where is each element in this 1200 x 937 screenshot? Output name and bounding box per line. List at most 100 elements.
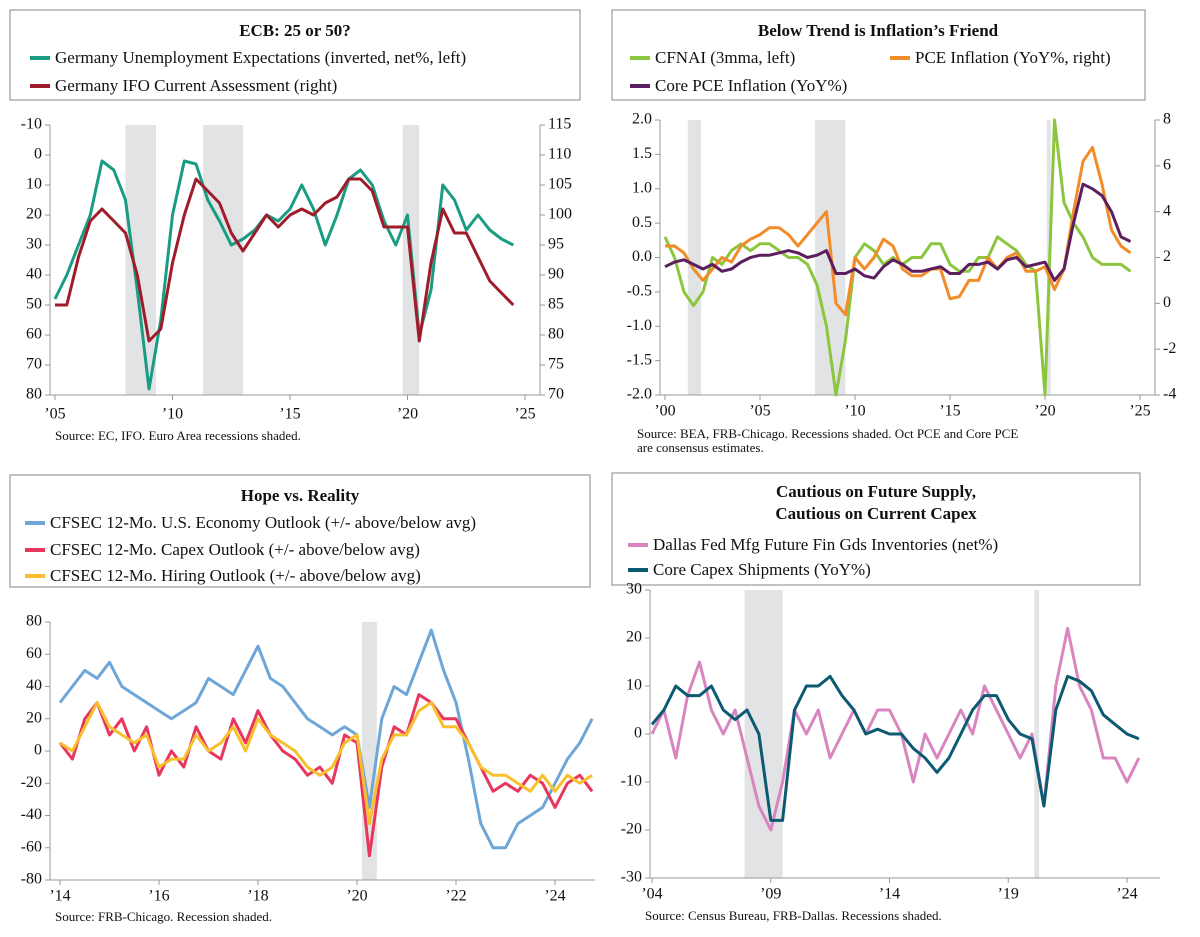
x-tick-label: ’05: [749, 403, 770, 420]
x-tick-label: ’14: [879, 886, 900, 903]
x-tick-label: ’16: [148, 888, 169, 905]
source-note: Source: EC, IFO. Euro Area recessions sh…: [55, 428, 301, 443]
y-tick-label: 20: [26, 709, 42, 726]
y-tick-label: -10: [21, 116, 42, 133]
legend-label: Core PCE Inflation (YoY%): [655, 76, 847, 95]
y-tick-label: 10: [626, 677, 642, 694]
y-tick-label: -0.5: [627, 283, 652, 300]
x-tick-label: ’19: [998, 886, 1019, 903]
source-note: Source: Census Bureau, FRB-Dallas. Reces…: [645, 908, 942, 923]
legend-label: Germany IFO Current Assessment (right): [55, 76, 337, 95]
y2-tick-label: 4: [1163, 202, 1171, 219]
series-line: [650, 674, 1140, 822]
x-tick-label: ’20: [1034, 403, 1055, 420]
legend-label: Dallas Fed Mfg Future Fin Gds Inventorie…: [653, 535, 998, 554]
y2-tick-label: 80: [548, 326, 564, 343]
series-line: [55, 177, 515, 343]
legend-label: PCE Inflation (YoY%, right): [915, 48, 1111, 67]
legend-label: Germany Unemployment Expectations (inver…: [55, 48, 466, 67]
legend-box: [9, 9, 581, 101]
x-tick-label: ’04: [641, 886, 662, 903]
y-tick-label: -20: [621, 821, 642, 838]
chart-title: Hope vs. Reality: [241, 486, 360, 505]
recession-shade: [203, 125, 243, 395]
x-tick-label: ’15: [939, 403, 960, 420]
y-tick-label: 1.0: [632, 179, 652, 196]
series-line: [650, 626, 1141, 832]
source-note: Source: FRB-Chicago. Recession shaded.: [55, 909, 272, 924]
y-tick-label: 40: [26, 266, 42, 283]
y-tick-label: 2.0: [632, 111, 652, 128]
source-note: Source: BEA, FRB-Chicago. Recessions sha…: [637, 426, 1018, 441]
x-tick-label: ’10: [162, 406, 183, 423]
y-tick-label: 80: [26, 613, 42, 630]
y-tick-label: 1.5: [632, 145, 652, 162]
y-tick-label: 10: [26, 176, 42, 193]
y-tick-label: -60: [21, 838, 42, 855]
y-tick-label: -40: [21, 806, 42, 823]
series-line: [665, 146, 1132, 317]
y-tick-label: -30: [621, 869, 642, 886]
y-tick-label: -80: [21, 871, 42, 888]
y2-tick-label: 110: [548, 146, 571, 163]
chart-title: ECB: 25 or 50?: [239, 21, 351, 40]
y-tick-label: 80: [26, 386, 42, 403]
y-tick-label: 0: [34, 742, 42, 759]
y-tick-label: -1.5: [627, 351, 652, 368]
y-tick-label: -1.0: [627, 317, 652, 334]
source-note: are consensus estimates.: [637, 440, 764, 455]
legend-box: [611, 472, 1141, 586]
legend-box: [611, 9, 1146, 101]
x-tick-label: ’10: [844, 403, 865, 420]
y-tick-label: -10: [621, 773, 642, 790]
y2-tick-label: 8: [1163, 111, 1171, 128]
y-tick-label: 70: [26, 356, 42, 373]
y2-tick-label: 100: [548, 206, 572, 223]
x-tick-label: ’25: [514, 406, 535, 423]
legend-label: Core Capex Shipments (YoY%): [653, 560, 871, 579]
y-tick-label: -2.0: [627, 386, 652, 403]
y2-tick-label: 85: [548, 296, 564, 313]
y2-tick-label: 95: [548, 236, 564, 253]
recession-shade: [744, 590, 783, 878]
legend-label: CFSEC 12-Mo. Hiring Outlook (+/- above/b…: [50, 566, 421, 585]
x-tick-label: ’00: [654, 403, 675, 420]
y-tick-label: 30: [26, 236, 42, 253]
legend-label: CFSEC 12-Mo. U.S. Economy Outlook (+/- a…: [50, 513, 476, 532]
chart-title: Below Trend is Inflation’s Friend: [758, 21, 999, 40]
legend-label: CFNAI (3mma, left): [655, 48, 795, 67]
series-line: [58, 693, 594, 858]
legend-box: [9, 474, 591, 588]
x-tick-label: ’25: [1129, 403, 1150, 420]
x-tick-label: ’24: [544, 888, 565, 905]
y2-tick-label: 6: [1163, 157, 1171, 174]
y-tick-label: 40: [26, 677, 42, 694]
chart-title: Cautious on Future Supply,: [776, 482, 976, 501]
series-line: [58, 628, 594, 850]
series-line: [664, 182, 1132, 282]
x-tick-label: ’09: [760, 886, 781, 903]
y2-tick-label: 105: [548, 176, 572, 193]
y2-tick-label: -2: [1163, 340, 1176, 357]
recession-shade: [125, 125, 157, 395]
y2-tick-label: 90: [548, 266, 564, 283]
legend-label: CFSEC 12-Mo. Capex Outlook (+/- above/be…: [50, 540, 420, 559]
y2-tick-label: 0: [1163, 294, 1171, 311]
y-tick-label: 0.0: [632, 248, 652, 265]
y-tick-label: 0: [634, 725, 642, 742]
x-tick-label: ’22: [445, 888, 466, 905]
recession-shade: [687, 120, 702, 395]
y-tick-label: 60: [26, 326, 42, 343]
x-tick-label: ’14: [49, 888, 70, 905]
x-tick-label: ’05: [44, 406, 65, 423]
y-tick-label: 0.5: [632, 214, 652, 231]
y2-tick-label: 2: [1163, 248, 1171, 265]
y-tick-label: -20: [21, 774, 42, 791]
x-tick-label: ’15: [279, 406, 300, 423]
x-tick-label: ’18: [247, 888, 268, 905]
chart-title: Cautious on Current Capex: [775, 504, 977, 523]
y2-tick-label: 115: [548, 116, 571, 133]
x-tick-label: ’20: [397, 406, 418, 423]
